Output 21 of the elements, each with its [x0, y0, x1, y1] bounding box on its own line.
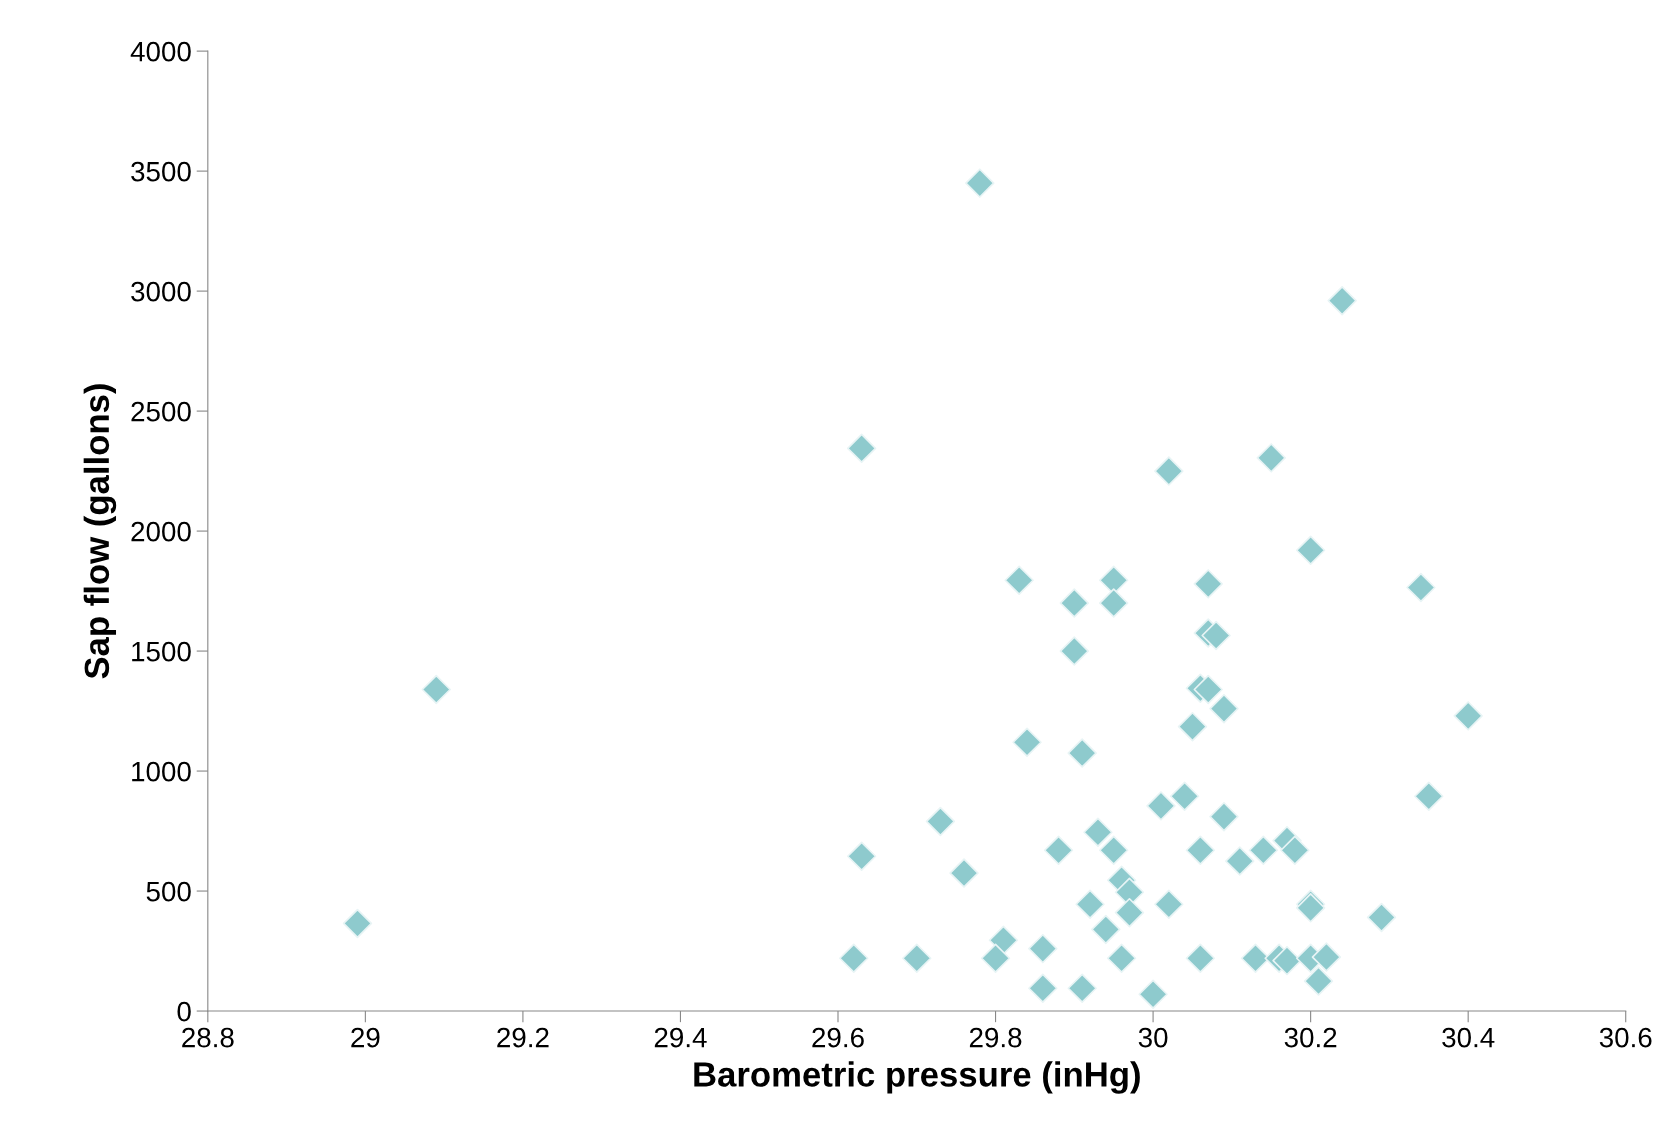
- y-tick-label: 0: [177, 1001, 191, 1022]
- y-tick-label: 3000: [131, 281, 191, 302]
- x-tick-label: 29: [351, 1027, 380, 1048]
- y-tick-label: 3500: [131, 161, 191, 182]
- y-tick-label: 4000: [130, 41, 191, 62]
- x-tick-label: 29.2: [497, 1027, 549, 1048]
- x-axis-title: Barometric pressure (inHg): [694, 1061, 1140, 1094]
- y-axis-title: Sap flow (gallons): [83, 384, 117, 679]
- x-tick-label: 30.4: [1442, 1027, 1495, 1048]
- y-tick-label: 2000: [131, 521, 191, 542]
- y-tick-label: 1500: [132, 641, 191, 662]
- y-tick-label: 2500: [131, 401, 191, 422]
- y-tick-label: 1000: [132, 761, 191, 782]
- y-tick-label: 500: [146, 881, 191, 902]
- x-tick-label: 29.8: [969, 1027, 1022, 1048]
- x-tick-label: 30.2: [1284, 1027, 1337, 1048]
- x-tick-label: 29.4: [654, 1027, 707, 1048]
- x-tick-label: 30.6: [1599, 1027, 1652, 1048]
- x-tick-label: 30: [1138, 1027, 1168, 1048]
- x-tick-label: 29.6: [812, 1027, 864, 1048]
- x-tick-label: 28.8: [182, 1027, 234, 1048]
